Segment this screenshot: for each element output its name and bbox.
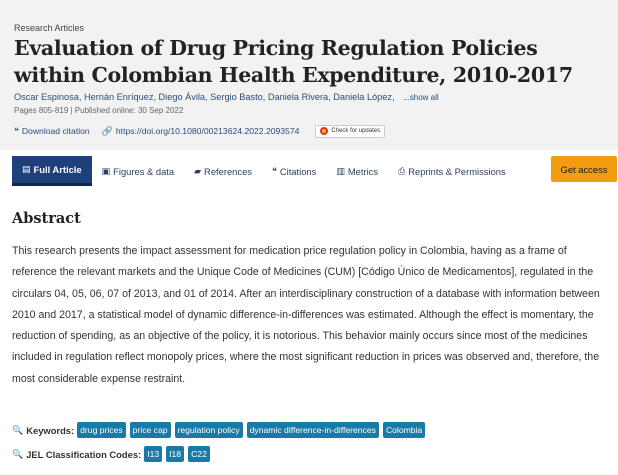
doi-label: https://doi.org/10.1080/00213624.2022.20… [115,126,300,136]
author-link[interactable]: Daniela Rivera [267,92,329,102]
keyword-chip[interactable]: Colombia [382,422,426,438]
publication-info: Pages 805-819 | Published online: 30 Sep… [14,106,184,115]
author-link[interactable]: Hernán Enríquez [83,92,154,102]
check-for-updates-button[interactable]: Check for updates [315,124,386,138]
article-tabs: ▤ Full Article ▣ Figures & data ▰ Refere… [12,156,618,186]
tab-references[interactable]: ▰ References [184,156,262,186]
check-updates-label: Check for updates [331,128,381,134]
get-access-button[interactable]: Get access [551,156,617,182]
search-icon: 🔍 [12,448,24,459]
keyword-chip[interactable]: drug prices [77,422,126,438]
tab-label: Metrics [347,165,379,177]
book-icon: ▰ [194,165,202,176]
jel-code-chip[interactable]: I18 [166,446,185,462]
article-actions: ❝ Download citation 🔗 https://doi.org/10… [14,124,386,138]
keyword-chip[interactable]: regulation policy [174,422,243,438]
document-icon: ▤ [22,164,31,174]
download-citation-label: Download citation [21,126,90,136]
author-link[interactable]: Daniela López [333,92,392,102]
article-title: Evaluation of Drug Pricing Regulation Po… [14,36,573,87]
doi-link[interactable]: 🔗 https://doi.org/10.1080/00213624.2022.… [102,126,300,137]
author-list: Oscar Espinosa, Hernán Enríquez, Diego Á… [14,92,439,102]
quote-icon: ❝ [14,125,19,136]
show-all-authors-link[interactable]: ...show all [403,93,439,102]
search-icon: 🔍 [12,424,24,435]
article-header: Research Articles Evaluation of Drug Pri… [0,0,618,150]
tab-full-article[interactable]: ▤ Full Article [12,156,92,186]
tab-reprints-permissions[interactable]: ⎙ Reprints & Permissions [388,156,516,186]
bar-chart-icon: ▥ [336,165,345,176]
tab-label: Figures & data [113,165,175,177]
author-link[interactable]: Sergio Basto [210,92,263,102]
jel-code-chip[interactable]: C22 [188,446,210,462]
printer-icon: ⎙ [398,165,406,176]
image-icon: ▣ [101,165,111,176]
jel-code-chip[interactable]: I13 [144,446,163,462]
author-link[interactable]: Diego Ávila [158,92,206,102]
keyword-chip[interactable]: price cap [129,422,171,438]
tab-label: References [204,165,252,177]
tab-label: Citations [279,165,317,177]
tab-label: Full Article [33,164,82,175]
keywords-label-wrap: 🔍 Keywords: [12,425,74,436]
download-citation-link[interactable]: ❝ Download citation [14,126,90,137]
tab-figures-data[interactable]: ▣ Figures & data [92,156,185,186]
tab-label: Reprints & Permissions [408,165,506,177]
quote-icon: ❝ [272,165,277,176]
crossmark-icon [320,127,329,135]
link-icon: 🔗 [101,125,113,136]
keywords-row: 🔍 Keywords: drug prices price cap regula… [12,422,429,438]
abstract-text: This research presents the impact assess… [12,245,600,385]
jel-label: JEL Classification Codes: [26,448,142,460]
jel-label-wrap: 🔍 JEL Classification Codes: [12,449,141,460]
section-label: Research Articles [14,23,85,33]
jel-codes-row: 🔍 JEL Classification Codes: I13 I18 C22 [12,446,214,462]
keywords-label: Keywords: [26,424,75,436]
tab-metrics[interactable]: ▥ Metrics [326,156,388,186]
tab-citations[interactable]: ❝ Citations [262,156,326,186]
author-link[interactable]: Oscar Espinosa [14,92,79,102]
keyword-chip[interactable]: dynamic difference-in-differences [246,422,379,438]
abstract-heading: Abstract [12,210,81,227]
